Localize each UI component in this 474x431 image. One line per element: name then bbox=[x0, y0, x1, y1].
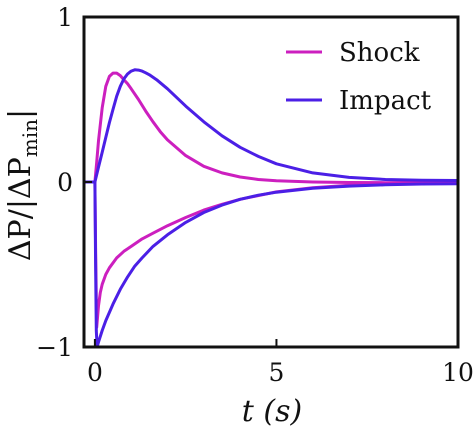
y-tick-label: 1 bbox=[57, 3, 73, 32]
x-tick-label: 5 bbox=[268, 358, 284, 387]
x-axis-label: t (s) bbox=[242, 394, 302, 429]
series-line-impact-positive bbox=[84, 68, 459, 184]
y-axis-label: ΔP/|ΔPmin| bbox=[3, 109, 42, 261]
plot-frame bbox=[82, 15, 460, 349]
legend: Shock Impact bbox=[286, 38, 432, 116]
legend-label-shock: Shock bbox=[339, 38, 420, 68]
y-tick-label: −1 bbox=[36, 333, 73, 362]
series-line-shock-positive bbox=[84, 71, 459, 185]
axis-ticks: 0 5 10 −1 0 1 bbox=[36, 3, 474, 387]
series-line-shock-negative bbox=[84, 180, 459, 329]
x-tick-label: 0 bbox=[87, 358, 103, 387]
x-tick-label: 10 bbox=[442, 358, 474, 387]
series-line-impact-negative bbox=[84, 180, 459, 349]
legend-label-impact: Impact bbox=[339, 86, 432, 116]
y-tick-label: 0 bbox=[57, 168, 73, 197]
